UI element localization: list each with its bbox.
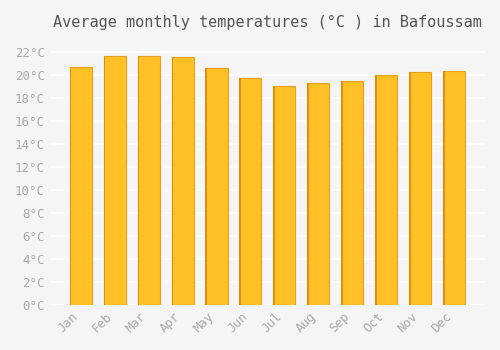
Bar: [138, 56, 140, 305]
Bar: [206, 69, 228, 305]
Bar: [138, 56, 160, 305]
Bar: [274, 86, 275, 305]
Bar: [375, 75, 377, 305]
Bar: [342, 81, 363, 305]
Bar: [104, 56, 126, 305]
Bar: [342, 81, 343, 305]
Bar: [409, 72, 432, 305]
Bar: [70, 67, 71, 305]
Bar: [308, 83, 330, 305]
Bar: [70, 67, 92, 305]
Bar: [240, 78, 262, 305]
Bar: [443, 71, 465, 305]
Bar: [308, 83, 309, 305]
Bar: [375, 75, 398, 305]
Bar: [443, 71, 445, 305]
Title: Average monthly temperatures (°C ) in Bafoussam: Average monthly temperatures (°C ) in Ba…: [53, 15, 482, 30]
Bar: [409, 72, 411, 305]
Bar: [206, 69, 207, 305]
Bar: [172, 57, 173, 305]
Bar: [104, 56, 106, 305]
Bar: [240, 78, 241, 305]
Bar: [274, 86, 295, 305]
Bar: [172, 57, 194, 305]
